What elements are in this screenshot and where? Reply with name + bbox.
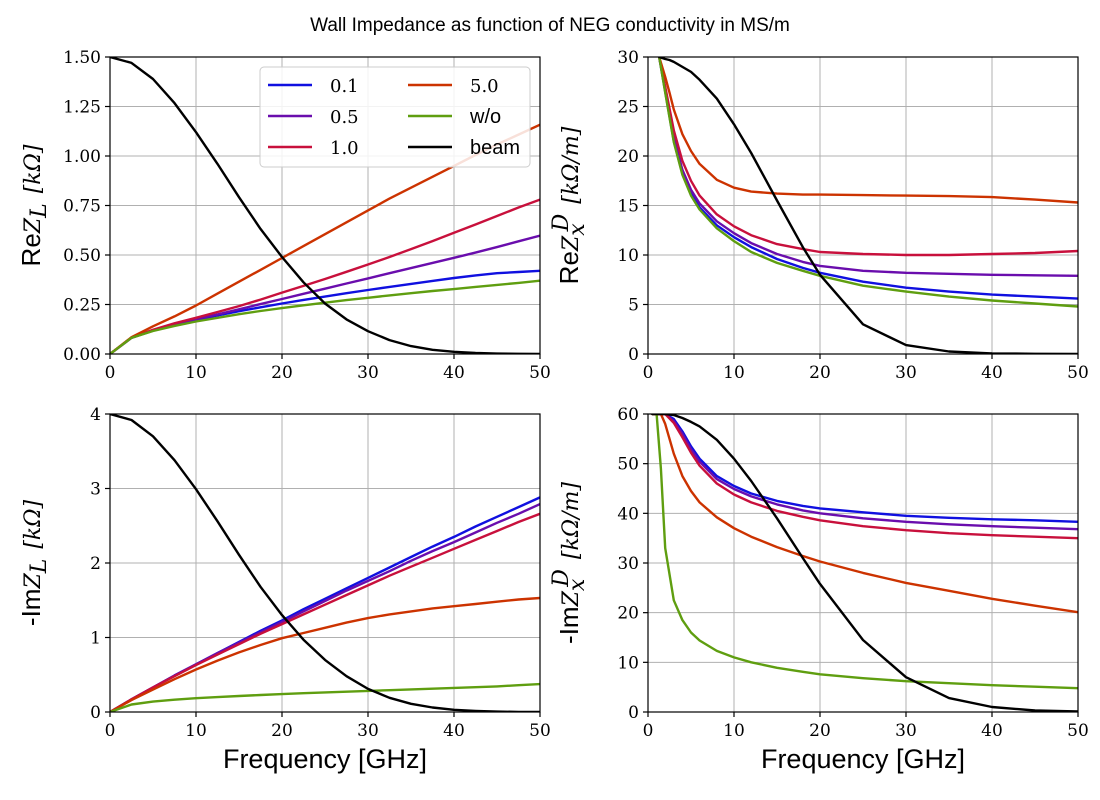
axes-frame xyxy=(647,413,1079,713)
series-line-w-o xyxy=(110,682,540,712)
x-tick-label: 0 xyxy=(643,363,654,383)
y-axis-label: ReZL [kΩ] xyxy=(16,144,52,266)
legend-box xyxy=(259,66,531,168)
x-tick-label: 50 xyxy=(1067,363,1089,383)
y-tick-label: 25 xyxy=(617,98,639,118)
series-line-w-o xyxy=(658,57,1078,308)
x-tick-label: 20 xyxy=(809,363,831,383)
series-line-0-1 xyxy=(651,414,1078,523)
x-tick-label: 30 xyxy=(895,363,917,383)
x-tick-label: 10 xyxy=(185,721,207,741)
series-line-5-0 xyxy=(651,414,1078,614)
series-line-0-1 xyxy=(110,269,540,354)
legend: 0.1 0.5 1.0 5.0 w/o beam xyxy=(259,66,531,168)
y-axis-label: ReZxD [kΩ/m] xyxy=(549,126,590,284)
series-line-0-5 xyxy=(110,502,540,712)
series-line-5-0 xyxy=(110,596,540,712)
x-tick-label: 10 xyxy=(723,721,745,741)
x-axis-label: Frequency [GHz] xyxy=(223,744,427,774)
axes-frame xyxy=(109,56,541,355)
x-tick-label: 40 xyxy=(981,721,1003,741)
series-line-0-5 xyxy=(658,57,1078,277)
x-tick-label: 30 xyxy=(895,721,917,741)
y-tick-label: 1.25 xyxy=(63,98,101,118)
y-tick-label: 0.25 xyxy=(63,296,101,316)
axes-frame xyxy=(647,56,1079,355)
y-tick-label: 40 xyxy=(617,504,639,524)
figure-title: Wall Impedance as function of NEG conduc… xyxy=(310,15,790,36)
series-line-5-0 xyxy=(658,57,1078,204)
series-line-beam xyxy=(110,414,540,712)
series-line-beam xyxy=(658,57,1078,354)
legend-label: 0.5 xyxy=(330,107,359,128)
y-tick-label: 0 xyxy=(90,703,101,723)
x-tick-label: 0 xyxy=(105,363,116,383)
y-tick-label: 1.00 xyxy=(63,147,101,167)
y-tick-label: 50 xyxy=(617,455,639,475)
x-tick-label: 40 xyxy=(981,363,1003,383)
y-tick-label: 0 xyxy=(628,703,639,723)
y-tick-label: 10 xyxy=(617,246,639,266)
y-tick-label: 5 xyxy=(628,296,639,316)
series-line-1-0 xyxy=(651,414,1078,540)
y-tick-label: 0 xyxy=(628,345,639,365)
y-tick-label: 3 xyxy=(90,480,101,500)
x-tick-label: 30 xyxy=(357,363,379,383)
x-tick-label: 20 xyxy=(271,721,293,741)
x-tick-label: 0 xyxy=(105,721,116,741)
legend-label: beam xyxy=(470,137,520,159)
x-tick-label: 50 xyxy=(1067,721,1089,741)
y-tick-label: 1.50 xyxy=(63,48,101,68)
y-tick-label: 20 xyxy=(617,147,639,167)
y-tick-label: 20 xyxy=(617,604,639,624)
series-line-1-0 xyxy=(110,512,540,712)
x-axis-label: Frequency [GHz] xyxy=(761,744,965,774)
series-line-1-0 xyxy=(658,57,1078,257)
y-tick-label: 30 xyxy=(617,554,639,574)
legend-label: 5.0 xyxy=(470,76,499,97)
y-axis-label: -ImZxD [kΩ/m] xyxy=(549,482,590,644)
x-tick-label: 20 xyxy=(271,363,293,383)
y-tick-label: 60 xyxy=(617,405,639,425)
y-tick-label: 30 xyxy=(617,48,639,68)
x-tick-label: 10 xyxy=(185,363,207,383)
legend-label: 1.0 xyxy=(330,138,359,159)
y-tick-label: 10 xyxy=(617,653,639,673)
y-tick-label: 2 xyxy=(90,554,101,574)
x-tick-label: 50 xyxy=(529,721,551,741)
series-line-0-1 xyxy=(658,57,1078,300)
x-tick-label: 0 xyxy=(643,721,654,741)
x-tick-label: 40 xyxy=(443,721,465,741)
series-line-1-0 xyxy=(110,198,540,354)
y-tick-label: 15 xyxy=(617,197,639,217)
panel-bottom-left: 0 10 20 30 40 50 0 1 2 3 4 -ImZL [kΩ] Frequency [GHz… xyxy=(16,405,551,774)
y-axis-label: -ImZL [kΩ] xyxy=(16,499,52,626)
panel-top-right: 0 10 20 30 40 50 0 5 10 15 20 25 30 ReZxD [kΩ/m] xyxy=(549,48,1089,383)
y-tick-label: 0.75 xyxy=(63,197,101,217)
y-tick-label: 0.00 xyxy=(63,345,101,365)
panel-bottom-right: 0 10 20 30 40 50 0 10 20 30 40 50 60 -ImZxD [kΩ/m] Fre… xyxy=(549,405,1089,774)
y-tick-label: 4 xyxy=(90,405,101,425)
series-line-0-5 xyxy=(110,234,540,354)
y-tick-label: 0.50 xyxy=(63,246,101,266)
series-line-w-o xyxy=(651,414,1078,690)
x-tick-label: 40 xyxy=(443,363,465,383)
legend-label: w/o xyxy=(469,106,501,128)
x-tick-label: 30 xyxy=(357,721,379,741)
axes-frame xyxy=(109,413,541,713)
y-tick-label: 1 xyxy=(90,629,101,649)
series-line-beam xyxy=(110,57,540,354)
panel-top-left: 0 10 20 30 40 50 0.00 0.25 0.50 0.75 1.00 1.25 1.50 R… xyxy=(16,48,551,383)
x-tick-label: 20 xyxy=(809,721,831,741)
x-tick-label: 10 xyxy=(723,363,745,383)
x-tick-label: 50 xyxy=(529,363,551,383)
legend-label: 0.1 xyxy=(330,76,359,97)
